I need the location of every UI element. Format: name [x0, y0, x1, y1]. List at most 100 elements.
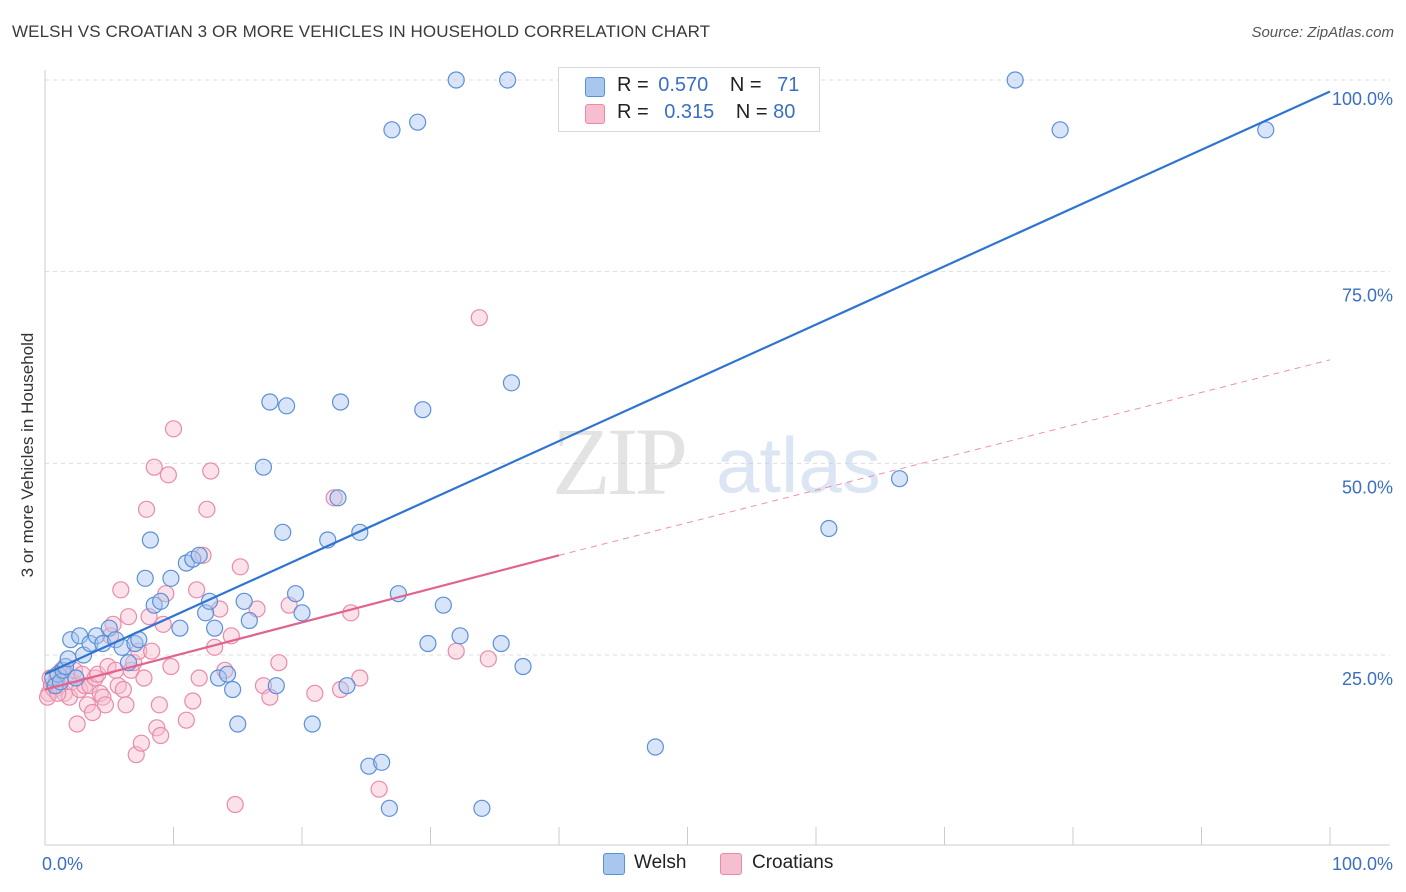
- welsh-point-63: [492, 634, 510, 653]
- welsh-point-56: [409, 113, 427, 131]
- welsh-point-44: [293, 604, 311, 622]
- croatians-point-66: [270, 654, 288, 672]
- welsh-n-value: 71: [777, 74, 800, 96]
- welsh-point-54: [383, 121, 401, 139]
- croatians-point-36: [132, 734, 150, 752]
- welsh-point-42: [277, 397, 296, 415]
- croatians-point-43: [150, 696, 168, 714]
- welsh-point-61: [451, 627, 469, 645]
- welsh-swatch: [585, 77, 605, 97]
- y-tick-label-50: 50.0%: [1342, 477, 1393, 497]
- croatians-point-40: [143, 642, 161, 660]
- croatians-point-30: [117, 696, 135, 714]
- croatians-n-label: N =: [735, 101, 768, 123]
- bottom-legend-croatians-swatch: [720, 853, 742, 875]
- croatians-point-49: [164, 420, 183, 438]
- croatians-point-41: [145, 458, 163, 476]
- croatians-point-74: [447, 642, 465, 660]
- y-tick-label-25: 25.0%: [1342, 669, 1393, 689]
- welsh-point-39: [261, 393, 279, 411]
- croatians-point-53: [190, 669, 208, 687]
- welsh-point-33: [218, 665, 237, 683]
- welsh-point-41: [274, 523, 292, 541]
- welsh-point-7: [62, 631, 80, 649]
- welsh-point-38: [254, 458, 273, 476]
- croatians-n-value: 80: [773, 101, 796, 123]
- watermark-atlas: atlas: [716, 421, 881, 509]
- welsh-point-43: [286, 585, 305, 603]
- croatians-points: [38, 309, 497, 814]
- croatians-point-72: [351, 669, 369, 687]
- croatians-point-37: [135, 669, 153, 687]
- croatians-point-31: [119, 608, 138, 626]
- croatians-point-50: [177, 711, 195, 729]
- welsh-r-label: R =: [617, 74, 649, 96]
- croatians-point-17: [83, 703, 102, 722]
- welsh-point-69: [820, 519, 838, 538]
- watermark: ZIP atlas: [552, 408, 881, 515]
- correlation-legend: R = 0.570 N = 71 R = 0.315 N = 80: [558, 67, 820, 132]
- croatians-point-73: [370, 780, 388, 798]
- welsh-point-21: [141, 531, 159, 549]
- welsh-point-45: [303, 715, 321, 733]
- croatians-point-69: [325, 489, 343, 507]
- croatians-point-48: [162, 657, 180, 676]
- croatians-point-61: [226, 795, 244, 814]
- welsh-point-60: [447, 71, 465, 89]
- welsh-point-24: [162, 569, 180, 587]
- welsh-point-36: [235, 592, 253, 610]
- gridlines: [45, 79, 1390, 656]
- welsh-point-64: [499, 71, 517, 89]
- tick-labels: 25.0% 50.0% 75.0% 100.0% 0.0% 100.0%: [42, 89, 1393, 874]
- welsh-point-23: [152, 592, 170, 610]
- bottom-legend-welsh-swatch: [603, 853, 625, 875]
- croatians-trend-extension: [558, 359, 1331, 556]
- welsh-point-31: [206, 619, 224, 637]
- y-tick-label-100: 100.0%: [1332, 89, 1393, 109]
- x-tick-label-max: 100.0%: [1332, 854, 1393, 874]
- croatians-point-54: [194, 546, 212, 564]
- welsh-point-35: [229, 715, 247, 733]
- croatians-point-68: [306, 684, 324, 702]
- welsh-point-68: [646, 738, 664, 756]
- croatians-point-76: [479, 650, 497, 668]
- welsh-point-57: [414, 401, 432, 419]
- croatians-point-29: [114, 680, 132, 699]
- croatians-point-56: [202, 462, 220, 480]
- welsh-point-62: [473, 799, 491, 817]
- welsh-point-66: [514, 657, 532, 676]
- bottom-legend-welsh: Welsh: [634, 852, 687, 873]
- welsh-point-48: [331, 393, 350, 411]
- croatians-point-22: [96, 696, 114, 714]
- chart-title: WELSH VS CROATIAN 3 OR MORE VEHICLES IN …: [12, 22, 711, 41]
- welsh-point-52: [373, 753, 391, 771]
- welsh-point-59: [434, 596, 452, 614]
- x-tick-label-min: 0.0%: [42, 854, 83, 874]
- axes: [44, 70, 1390, 846]
- welsh-point-53: [380, 799, 398, 817]
- croatians-point-38: [137, 500, 156, 518]
- welsh-point-51: [360, 757, 378, 775]
- croatians-r-value: 0.315: [664, 101, 715, 123]
- bottom-legend-croatians: Croatians: [752, 852, 834, 873]
- welsh-point-25: [171, 619, 189, 637]
- croatians-swatch: [585, 104, 605, 124]
- welsh-r-value: 0.570: [658, 74, 709, 96]
- watermark-zip: ZIP: [552, 408, 685, 515]
- welsh-point-49: [338, 677, 356, 695]
- croatians-point-62: [231, 558, 249, 576]
- welsh-point-40: [267, 677, 285, 695]
- croatians-point-75: [470, 309, 488, 327]
- y-tick-label-75: 75.0%: [1342, 286, 1393, 306]
- welsh-point-28: [190, 546, 208, 564]
- croatians-point-51: [184, 692, 202, 710]
- croatians-trend-line: [44, 554, 560, 691]
- croatians-point-47: [159, 466, 177, 484]
- welsh-point-58: [419, 634, 437, 653]
- welsh-point-65: [502, 374, 521, 392]
- welsh-point-20: [136, 569, 154, 587]
- welsh-point-32: [209, 669, 228, 687]
- croatians-point-52: [188, 581, 206, 599]
- croatians-point-44: [152, 726, 170, 745]
